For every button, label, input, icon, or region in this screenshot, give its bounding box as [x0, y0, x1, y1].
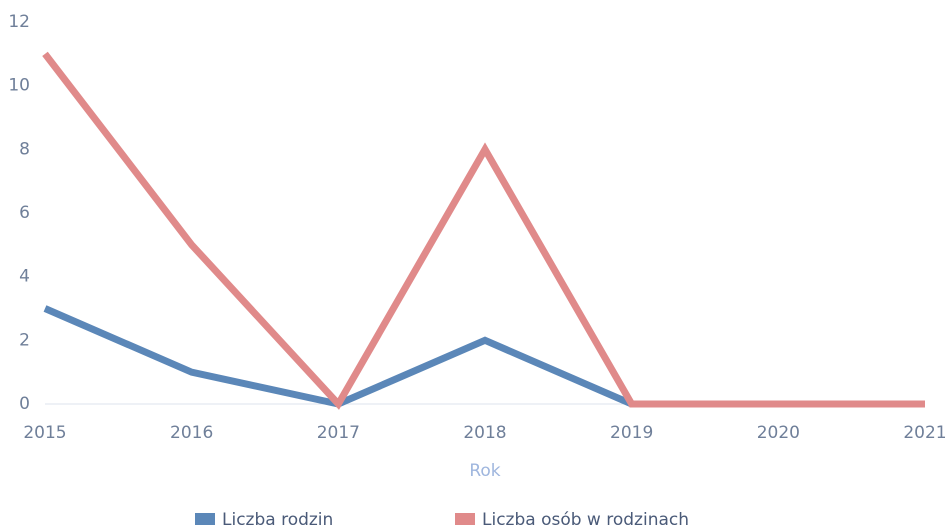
- x-tick-label: 2018: [463, 423, 506, 443]
- y-tick-label: 8: [19, 139, 30, 159]
- y-tick-label: 12: [8, 12, 30, 32]
- legend-swatch: [195, 513, 215, 525]
- x-tick-label: 2017: [317, 423, 360, 443]
- series-line: [43, 305, 925, 408]
- legend-text: Liczba rodzin: [222, 510, 333, 530]
- x-axis-title: Rok: [469, 461, 500, 481]
- series-line: [42, 51, 925, 410]
- y-tick-label: 4: [19, 267, 30, 287]
- legend-text: Liczba osób w rodzinach: [482, 510, 689, 530]
- x-tick-label: 2020: [757, 423, 800, 443]
- x-tick-label: 2021: [903, 423, 946, 443]
- y-tick-label: 0: [19, 394, 30, 414]
- y-tick-label: 6: [19, 203, 30, 223]
- y-tick-label: 2: [19, 330, 30, 350]
- x-tick-label: 2019: [610, 423, 653, 443]
- x-tick-label: 2015: [23, 423, 66, 443]
- y-tick-label: 10: [8, 76, 30, 96]
- x-tick-label: 2016: [170, 423, 213, 443]
- legend-swatch: [455, 513, 475, 525]
